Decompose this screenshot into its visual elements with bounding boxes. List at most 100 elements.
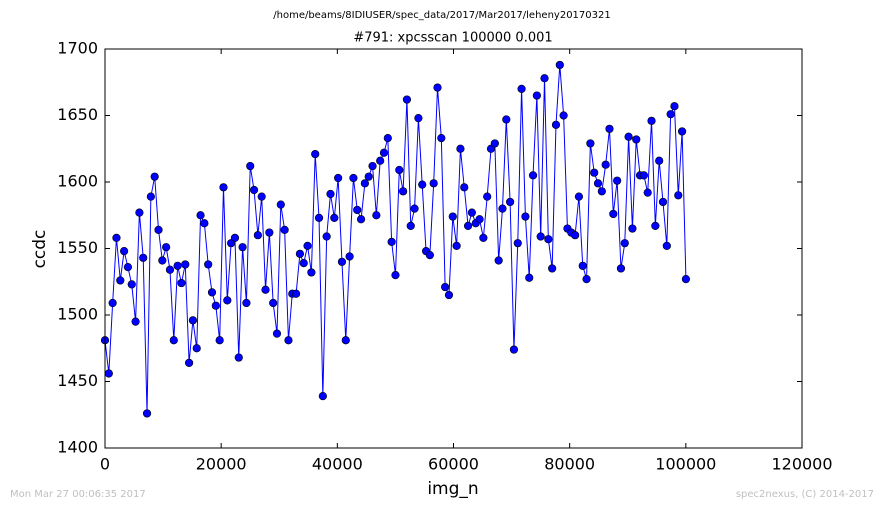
data-point [150, 172, 159, 181]
data-point [272, 329, 282, 338]
data-point [200, 219, 209, 228]
data-point [173, 261, 182, 270]
data-point [299, 259, 308, 268]
data-point [280, 225, 289, 234]
x-tick-label: 120000 [771, 455, 832, 474]
data-point [318, 392, 327, 401]
data-point [418, 180, 427, 189]
data-point [502, 115, 511, 124]
data-point [234, 353, 243, 362]
data-point [391, 271, 400, 280]
data-point [204, 260, 213, 269]
data-point [655, 156, 664, 165]
data-point [376, 156, 385, 165]
data-point [135, 208, 144, 217]
data-point [314, 213, 324, 223]
data-point [613, 176, 622, 185]
data-point [238, 243, 247, 252]
data-point [184, 358, 194, 367]
data-point [223, 296, 232, 305]
data-point [269, 298, 278, 308]
data-point [483, 192, 492, 201]
x-tick-label: 0 [100, 455, 110, 474]
data-point [494, 256, 503, 265]
data-point [406, 221, 415, 230]
data-point [112, 233, 121, 242]
y-axis-label: ccdc [30, 230, 50, 269]
data-point [441, 282, 450, 292]
data-point [353, 205, 362, 215]
data-point [517, 84, 526, 93]
data-point [425, 251, 434, 260]
data-point [467, 208, 477, 217]
data-point [249, 185, 259, 195]
data-point [265, 228, 274, 237]
data-point [586, 139, 595, 148]
data-point [169, 336, 178, 345]
data-point [513, 239, 522, 248]
data-point [593, 179, 603, 188]
data-point [597, 187, 606, 196]
data-point [506, 197, 515, 207]
data-point [639, 171, 648, 180]
data-point [521, 212, 530, 221]
data-point [127, 280, 136, 289]
y-tick-label: 1600 [57, 172, 98, 191]
y-tick-label: 1550 [57, 238, 98, 257]
data-point [437, 134, 446, 143]
data-point [414, 114, 423, 123]
data-point [337, 257, 347, 266]
data-point [551, 120, 561, 129]
data-point [662, 241, 671, 250]
data-point [368, 161, 377, 171]
data-point [116, 276, 125, 285]
data-point [307, 268, 316, 277]
data-point [349, 173, 358, 183]
x-tick-label: 80000 [544, 455, 595, 474]
data-point [334, 173, 343, 183]
data-point [364, 172, 373, 181]
data-point [590, 168, 599, 177]
data-point [188, 316, 198, 325]
data-point [356, 215, 366, 224]
y-tick-label: 1650 [57, 105, 98, 124]
y-tick-label: 1450 [57, 371, 98, 390]
data-point [253, 231, 262, 240]
data-point [261, 285, 270, 294]
data-point [456, 144, 465, 153]
plot-frame [104, 48, 803, 449]
data-point [643, 188, 652, 197]
data-point [360, 179, 369, 188]
data-point [399, 187, 408, 196]
data-point [154, 225, 163, 234]
data-point [681, 274, 691, 284]
chart-title: #791: xpcsscan 100000 0.001 [353, 31, 552, 46]
data-point [123, 263, 133, 272]
data-point [257, 192, 266, 201]
data-point [574, 192, 584, 201]
data-point [372, 211, 381, 220]
x-tick-label: 20000 [196, 455, 247, 474]
data-point [463, 221, 473, 230]
data-point [215, 336, 224, 345]
data-point [108, 298, 117, 308]
data-point [616, 264, 626, 273]
data-point [490, 139, 499, 148]
data-point [582, 274, 591, 284]
data-point [284, 336, 293, 345]
data-point [379, 148, 389, 157]
data-point [678, 127, 687, 136]
suptitle: /home/beams/8IDIUSER/spec_data/2017/Mar2… [273, 10, 610, 21]
data-point [303, 241, 312, 250]
data-point [647, 116, 656, 125]
data-point [330, 213, 339, 223]
data-point [207, 288, 217, 297]
data-point [326, 189, 335, 199]
data-point [601, 160, 610, 169]
data-point [532, 91, 541, 100]
data-point [387, 237, 396, 246]
data-point [651, 221, 660, 230]
data-point [548, 264, 557, 273]
data-point [475, 215, 484, 224]
data-point [460, 183, 469, 192]
